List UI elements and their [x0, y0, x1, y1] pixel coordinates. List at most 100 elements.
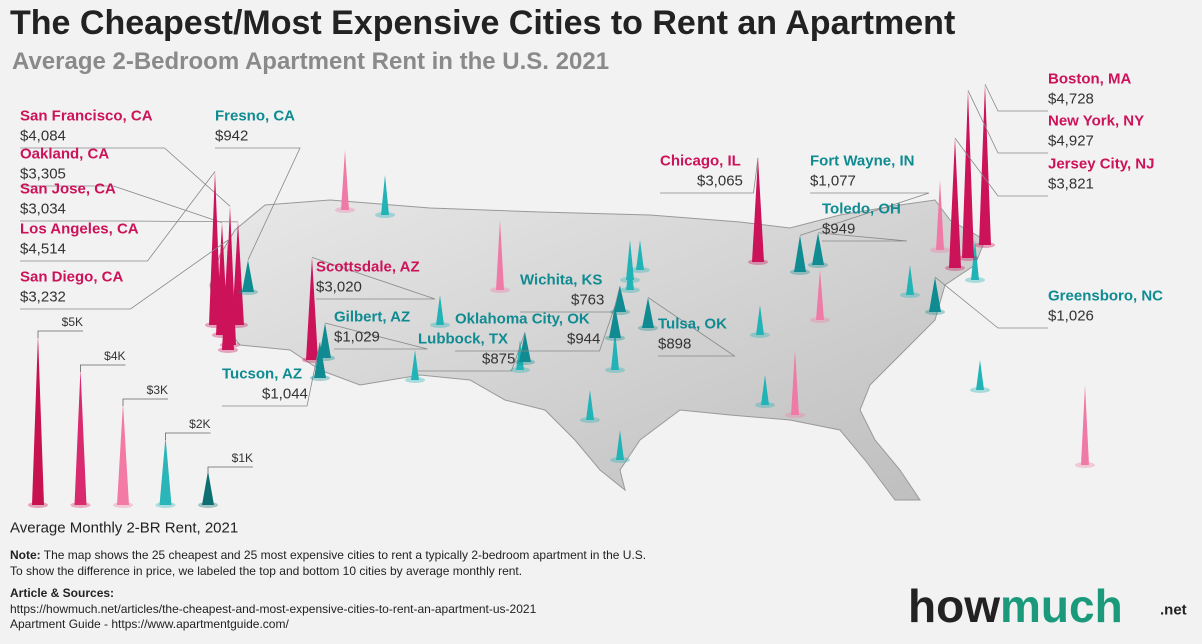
city-name: Scottsdale, AZ [316, 258, 420, 275]
note-line: To show the difference in price, we labe… [10, 564, 522, 578]
city-rent: $4,084 [20, 127, 66, 144]
subtitle: Average 2-Bedroom Apartment Rent in the … [12, 48, 609, 75]
leader-line [984, 84, 1048, 112]
city-rent: $1,026 [1048, 307, 1094, 324]
city-rent: $3,034 [20, 200, 66, 217]
leader-line [311, 256, 436, 300]
leader-line [647, 297, 736, 357]
city-name: Oakland, CA [20, 145, 109, 162]
logo-net: .net [1160, 601, 1187, 618]
leader-line [418, 332, 526, 372]
sources-label: Article & Sources: [10, 586, 114, 600]
rent-spike [761, 375, 769, 405]
title: The Cheapest/Most Expensive Cities to Re… [10, 4, 955, 42]
city-rent: $4,514 [20, 240, 66, 257]
rent-spike [117, 403, 129, 505]
city-name: San Diego, CA [20, 268, 124, 285]
leader-line [222, 342, 321, 407]
legend-label: $2K [189, 417, 210, 431]
leader-line [660, 157, 759, 194]
logo-much: much [1000, 580, 1123, 632]
note-line: The map shows the 25 cheapest and 25 mos… [44, 548, 646, 562]
rent-spike [306, 257, 318, 360]
rent-spike [586, 390, 594, 420]
city-rent: $3,020 [316, 278, 362, 295]
rent-spike [976, 360, 984, 390]
leader-line [954, 137, 1048, 197]
city-rent: $949 [822, 220, 855, 237]
rent-spike [1081, 385, 1089, 465]
note-label: Note: [10, 548, 41, 562]
rent-spike [319, 323, 331, 358]
city-name: Gilbert, AZ [334, 308, 410, 325]
rent-spike [222, 240, 234, 350]
city-name: Boston, MA [1048, 70, 1131, 87]
legend-line [207, 466, 253, 474]
city-name: Wichita, KS [520, 271, 602, 288]
city-rent: $875 [482, 350, 515, 367]
rent-spike [756, 305, 764, 335]
rent-spike [949, 138, 961, 268]
rent-spike [436, 295, 444, 325]
rent-spike [519, 332, 531, 362]
city-name: New York, NY [1048, 112, 1144, 129]
logo-how: how [908, 580, 1000, 632]
legend-line [122, 398, 168, 406]
rent-spike [209, 171, 221, 325]
rent-spike [642, 297, 654, 328]
note: Note: The map shows the 25 cheapest and … [10, 548, 646, 562]
legend-label: $1K [232, 451, 253, 465]
city-rent: $1,077 [810, 172, 856, 189]
city-rent: $4,927 [1048, 132, 1094, 149]
city-name: Fresno, CA [215, 107, 295, 124]
city-rent: $3,305 [20, 165, 66, 182]
rent-spike [159, 437, 172, 505]
leader-line [324, 322, 428, 350]
leader-line [20, 239, 229, 310]
rent-spike [936, 180, 944, 250]
rent-spike [812, 232, 824, 265]
city-name: Los Angeles, CA [20, 220, 139, 237]
leader-line [520, 285, 621, 313]
leader-line [934, 276, 1048, 329]
source-line: Apartment Guide - https://www.apartmentg… [10, 617, 289, 631]
rent-spike [611, 330, 619, 370]
legend-line [80, 364, 126, 372]
legend-label: $5K [62, 315, 83, 329]
city-rent: $3,232 [20, 288, 66, 305]
legend-label: $4K [104, 349, 125, 363]
rent-spike [381, 175, 389, 215]
rent-spike [411, 350, 419, 380]
leader-line [817, 232, 908, 242]
legend-line [37, 330, 83, 338]
city-name: Toledo, OH [822, 200, 901, 217]
leader-line [455, 305, 616, 352]
rent-spike [979, 84, 991, 245]
city-name: Lubbock, TX [418, 330, 508, 347]
legend-title: Average Monthly 2-BR Rent, 2021 [10, 519, 238, 536]
rent-spike [202, 471, 214, 505]
rent-spike [609, 305, 621, 338]
city-rent: $1,029 [334, 328, 380, 345]
city-name: Chicago, IL [660, 152, 741, 169]
logo: howmuch [908, 580, 1123, 632]
legend-line [165, 432, 211, 440]
city-rent: $4,728 [1048, 90, 1094, 107]
rent-spike [32, 335, 44, 505]
leader-line [967, 90, 1048, 154]
city-rent: $3,065 [697, 172, 743, 189]
rent-spike [616, 430, 624, 460]
rent-spike [496, 220, 504, 290]
city-name: Oklahoma City, OK [455, 310, 590, 327]
leader-line [20, 171, 216, 262]
rent-spike [794, 235, 806, 272]
city-name: San Francisco, CA [20, 107, 153, 124]
rent-spike [341, 150, 349, 210]
rent-spike [816, 270, 824, 320]
rent-spike [906, 265, 914, 295]
rent-spike [929, 277, 941, 312]
city-rent: $763 [571, 291, 604, 308]
rent-spike [614, 286, 626, 312]
city-rent: $942 [215, 127, 248, 144]
